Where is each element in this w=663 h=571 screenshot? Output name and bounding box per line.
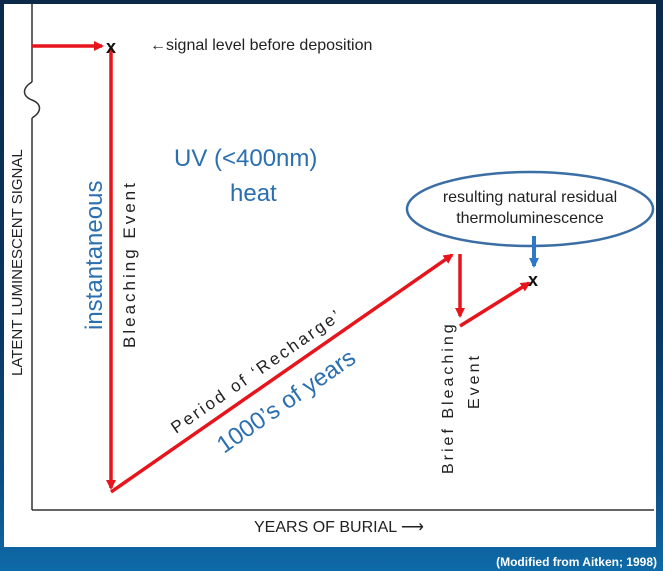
brief-bleaching-label: Brief Bleaching — [440, 321, 457, 474]
brief-event-label: Event — [466, 353, 483, 409]
diagram-panel: x x ←signal level before deposition LATE… — [4, 4, 656, 547]
residual-label-line1: resulting natural residual — [443, 189, 617, 206]
bleaching-event-label: Bleaching Event — [120, 180, 139, 348]
signal-level-label: ←signal level before deposition — [150, 37, 372, 54]
recharge-arrow — [110, 253, 454, 494]
y-axis-label: LATENT LUMINESCENT SIGNAL — [9, 149, 26, 376]
y-axis — [23, 4, 41, 510]
residual-label-line2: thermoluminescence — [456, 210, 604, 227]
source-caption: (Modified from Aitken; 1998) — [496, 555, 657, 569]
tl-signal-diagram: x x ←signal level before deposition LATE… — [9, 4, 655, 536]
recovery-arrow — [459, 281, 531, 328]
instantaneous-label: instantaneous — [81, 181, 108, 330]
end-marker: x — [528, 270, 538, 290]
heat-label: heat — [230, 180, 277, 207]
uv-label: UV (<400nm) — [174, 145, 317, 172]
residual-ellipse — [405, 170, 655, 248]
start-marker: x — [106, 37, 116, 57]
x-axis-label: YEARS OF BURIAL ⟶ — [254, 519, 424, 536]
